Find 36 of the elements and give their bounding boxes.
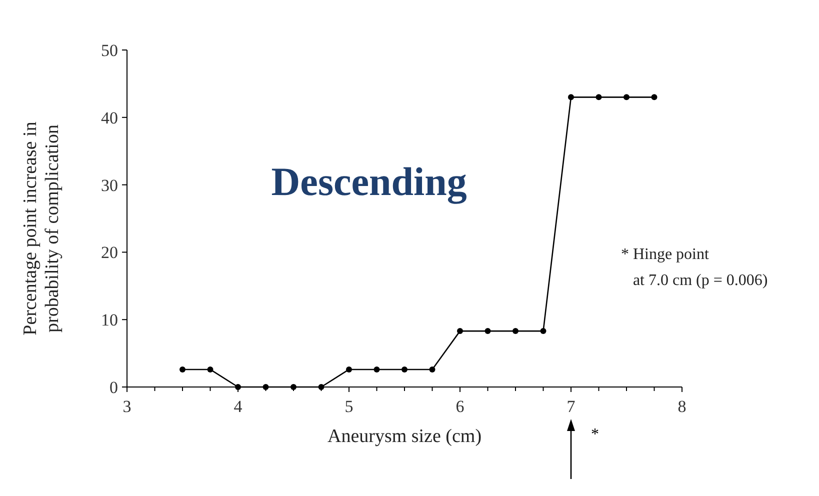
point bbox=[235, 384, 241, 390]
x-tick-label: 7 bbox=[566, 397, 576, 416]
point bbox=[262, 384, 269, 390]
y-tick-label: 30 bbox=[101, 176, 118, 195]
y-tick-label: 10 bbox=[101, 310, 118, 330]
annotation: at 7.0 cm (p = 0.006) bbox=[632, 272, 768, 289]
annotation: * Hinge point bbox=[620, 246, 710, 263]
point bbox=[624, 94, 630, 100]
point bbox=[512, 328, 518, 334]
point bbox=[484, 328, 491, 334]
point bbox=[290, 384, 296, 390]
point bbox=[429, 366, 436, 372]
point bbox=[596, 94, 602, 100]
point bbox=[457, 328, 463, 334]
point bbox=[651, 94, 658, 100]
point bbox=[346, 366, 352, 372]
x-tick-label: 4 bbox=[234, 397, 243, 416]
text: Descending bbox=[271, 158, 467, 204]
x-tick-label: 5 bbox=[344, 397, 354, 416]
point bbox=[568, 94, 574, 100]
point bbox=[374, 366, 380, 372]
point bbox=[180, 366, 186, 372]
x-tick-label: 6 bbox=[456, 397, 464, 416]
point bbox=[207, 366, 214, 372]
y-axis-title: Percentage point increase in probability of complication bbox=[20, 121, 63, 336]
y-tick-label: 0 bbox=[110, 378, 118, 397]
point bbox=[318, 384, 324, 390]
y-tick-label: 50 bbox=[101, 41, 118, 60]
y-tick-label: 20 bbox=[101, 243, 118, 262]
point bbox=[540, 328, 546, 334]
x-tick-label: 8 bbox=[678, 397, 686, 416]
text: * bbox=[591, 426, 599, 443]
x-axis-title: Aneurysm size (cm) bbox=[327, 426, 482, 447]
point bbox=[402, 366, 408, 372]
y-tick-label: 40 bbox=[101, 108, 118, 128]
x-tick-label: 3 bbox=[122, 397, 132, 416]
